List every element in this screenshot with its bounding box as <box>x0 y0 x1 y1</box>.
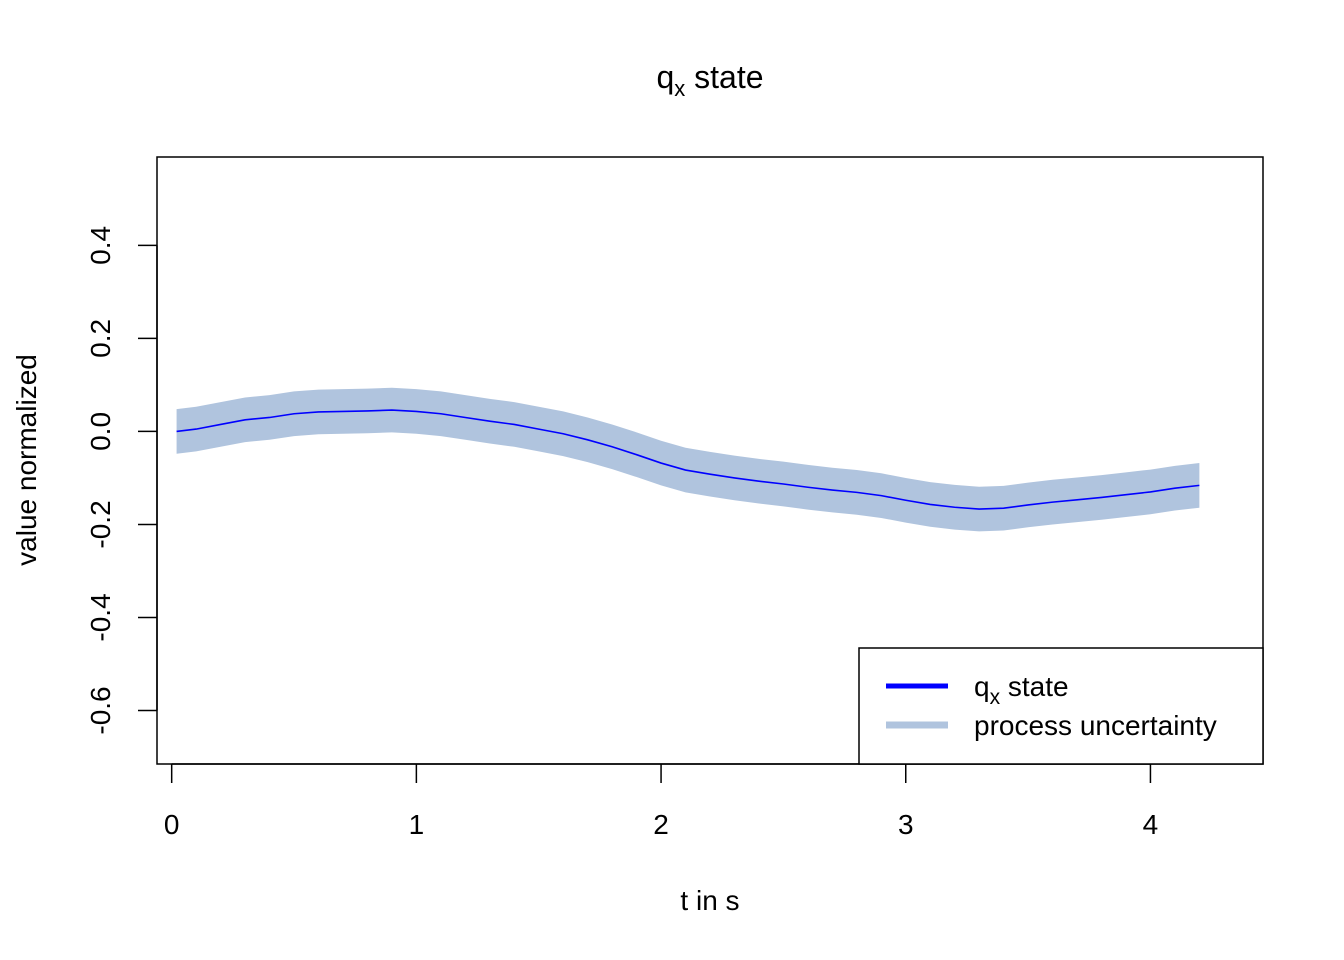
x-tick-label: 3 <box>898 809 914 840</box>
y-tick-label: -0.4 <box>85 593 116 641</box>
uncertainty-band-layer <box>176 387 1200 532</box>
chart-title-subscript: x <box>674 76 685 101</box>
chart-title: qx state <box>656 59 763 101</box>
x-tick-label: 2 <box>653 809 669 840</box>
x-tick-label: 4 <box>1143 809 1159 840</box>
state-line <box>176 409 1200 510</box>
x-axis: 0 1 2 3 4 <box>164 763 1159 840</box>
y-tick-label: 0.4 <box>85 226 116 265</box>
uncertainty-band <box>176 387 1200 532</box>
y-tick-label: -0.6 <box>85 686 116 734</box>
legend-label-state-rest: state <box>1000 671 1068 702</box>
chart-title-rest: state <box>685 59 763 95</box>
state-line-layer <box>176 409 1200 510</box>
legend-label-state-main: q <box>974 671 990 702</box>
y-tick-label: 0.0 <box>85 412 116 451</box>
x-tick-label: 1 <box>409 809 425 840</box>
y-axis-label: value normalized <box>11 354 42 566</box>
legend: qx state process uncertainty <box>858 647 1264 765</box>
y-axis: -0.6 -0.4 -0.2 0.0 0.2 0.4 <box>85 226 158 735</box>
legend-label-uncertainty: process uncertainty <box>974 710 1217 741</box>
x-axis-label: t in s <box>680 885 739 916</box>
y-tick-label: -0.2 <box>85 500 116 548</box>
chart-title-main: q <box>656 59 674 95</box>
y-tick-label: 0.2 <box>85 319 116 358</box>
legend-label-state-subscript: x <box>990 686 1001 709</box>
x-tick-label: 0 <box>164 809 180 840</box>
legend-label-state: qx state <box>974 671 1069 709</box>
legend-box <box>858 647 1264 765</box>
